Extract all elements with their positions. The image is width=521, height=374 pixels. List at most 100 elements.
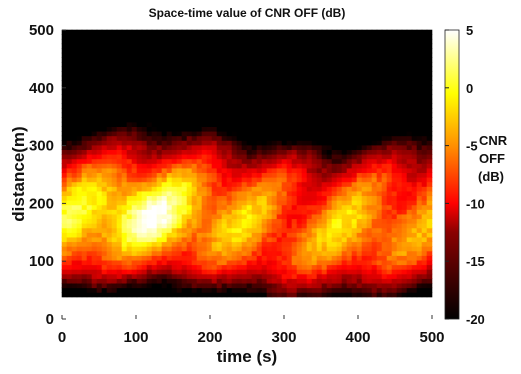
heatmap-cell [421,181,428,187]
heatmap-cell [226,181,233,187]
heatmap-cell [96,250,103,256]
heatmap-cell [351,232,358,238]
heatmap-cell [316,236,323,243]
heatmap-cell [101,200,108,206]
heatmap-cell [311,232,318,238]
heatmap-cell [151,71,158,77]
heatmap-cell [376,84,383,91]
heatmap-cell [321,117,328,123]
heatmap-cell [181,255,188,261]
heatmap-cell [376,43,383,49]
heatmap-cell [151,75,158,81]
heatmap-cell [106,98,113,104]
heatmap-cell [111,94,118,100]
heatmap-cell [111,287,118,293]
heatmap-cell [381,236,388,243]
heatmap-cell [246,246,253,252]
heatmap-cell [311,195,318,201]
heatmap-cell [131,200,138,206]
heatmap-cell [136,80,143,86]
heatmap-cell [231,158,238,164]
heatmap-cell [91,89,98,95]
heatmap-cell [151,200,158,206]
heatmap-cell [381,140,388,146]
heatmap-cell [196,172,203,178]
heatmap-cell [326,232,333,238]
heatmap-cell [271,273,278,279]
heatmap-cell [216,264,223,270]
heatmap-cell [226,94,233,100]
heatmap-cell [366,61,373,68]
heatmap-cell [296,140,303,146]
heatmap-cell [271,112,278,118]
heatmap-cell [101,29,108,35]
heatmap-cell [306,57,313,63]
heatmap-cell [121,172,128,178]
heatmap-cell [171,75,178,81]
heatmap-cell [66,135,73,141]
heatmap-cell [211,80,218,86]
heatmap-cell [331,140,338,146]
heatmap-cell [391,255,398,261]
heatmap-cell [126,250,133,256]
heatmap-cell [346,282,353,289]
heatmap-cell [281,236,288,243]
heatmap-cell [371,186,378,192]
heatmap-cell [401,71,408,77]
heatmap-cell [176,149,183,155]
heatmap-cell [91,246,98,252]
heatmap-cell [131,61,138,68]
heatmap-cell [136,172,143,178]
heatmap-cell [251,52,258,58]
heatmap-cell [66,213,73,220]
heatmap-cell [246,269,253,275]
heatmap-cell [126,117,133,123]
heatmap-cell [181,259,188,266]
heatmap-cell [366,186,373,192]
heatmap-cell [166,167,173,174]
heatmap-cell [276,135,283,141]
heatmap-cell [386,84,393,91]
heatmap-cell [96,292,103,298]
heatmap-cell [256,236,263,243]
heatmap-cell [136,61,143,68]
heatmap-cell [156,292,163,298]
heatmap-cell [256,43,263,49]
heatmap-cell [406,94,413,100]
heatmap-cell [426,103,433,109]
heatmap-cell [281,181,288,187]
heatmap-cell [151,204,158,210]
heatmap-cell [216,154,223,160]
heatmap-cell [256,287,263,293]
heatmap-cell [236,163,243,169]
heatmap-cell [291,177,298,183]
heatmap-cell [71,186,78,192]
heatmap-cell [336,103,343,109]
heatmap-cell [256,52,263,58]
heatmap-cell [226,89,233,95]
heatmap-cell [266,135,273,141]
heatmap-cell [181,218,188,224]
heatmap-cell [301,71,308,77]
heatmap-cell [186,84,193,91]
heatmap-cell [366,246,373,252]
heatmap-cell [361,264,368,270]
heatmap-cell [276,140,283,146]
heatmap-cell [231,89,238,95]
heatmap-cell [216,144,223,150]
heatmap-cell [206,255,213,261]
heatmap-cell [76,278,83,284]
heatmap-cell [141,259,148,266]
heatmap-cell [291,34,298,40]
heatmap-cell [171,94,178,100]
heatmap-cell [391,273,398,279]
heatmap-cell [276,126,283,132]
heatmap-cell [126,66,133,72]
heatmap-cell [196,34,203,40]
heatmap-cell [351,172,358,178]
heatmap-cell [331,200,338,206]
heatmap-cell [336,163,343,169]
heatmap-cell [261,255,268,261]
heatmap-cell [216,278,223,284]
heatmap-cell [191,52,198,58]
